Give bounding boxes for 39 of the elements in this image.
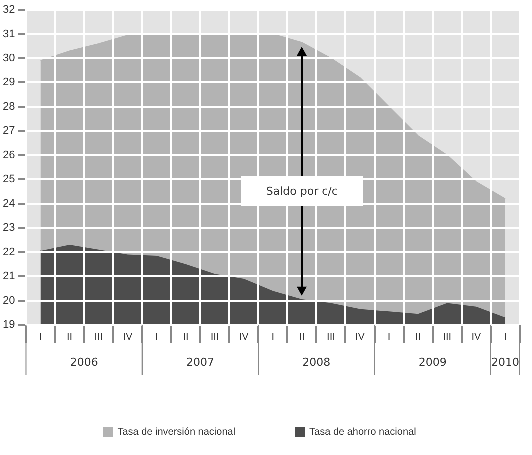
- y-tick-label: 22: [2, 246, 16, 258]
- x-tick-label: IV: [472, 332, 482, 343]
- x-tick-label: IV: [123, 332, 133, 343]
- y-tick-label: 20: [2, 294, 16, 307]
- x-tick-label: II: [416, 332, 422, 343]
- text: 2009: [418, 356, 447, 369]
- y-tick-label: 25: [2, 174, 16, 186]
- note-box: Saldo por c/c: [241, 176, 363, 206]
- x-tick-label: III: [94, 332, 104, 343]
- y-tick-label: 21: [2, 270, 16, 283]
- y-tick-label: 30: [2, 52, 16, 64]
- y-tick-label: 28: [2, 100, 16, 113]
- x-tick-label: II: [67, 332, 73, 343]
- y-tick-label: 23: [2, 222, 16, 234]
- x-tick-label: I: [504, 332, 507, 343]
- y-tick-label: 27: [2, 125, 16, 138]
- x-tick-label: I: [388, 332, 391, 343]
- y-tick-label: 29: [2, 76, 16, 89]
- text: 2007: [186, 356, 215, 369]
- text: 2006: [70, 356, 98, 369]
- y-tick-label: 26: [2, 149, 16, 162]
- legend-label: Tasa de inversión nacional: [118, 426, 236, 438]
- text: 2010: [491, 356, 520, 369]
- x-tick-label: II: [299, 332, 305, 343]
- x-tick-label: I: [39, 332, 42, 343]
- x-tick-label: III: [327, 332, 336, 343]
- x-tick-label: II: [183, 332, 189, 343]
- x-tick-label: I: [156, 332, 158, 343]
- x-tick-label: IV: [239, 332, 250, 343]
- x-tick-label: III: [210, 332, 220, 343]
- y-tick-label: 32: [2, 4, 16, 16]
- legend-label: Tasa de ahorro nacional: [310, 426, 416, 438]
- y-tick-label: 19: [2, 319, 16, 332]
- text: 2008: [302, 356, 331, 369]
- y-tick-label: 31: [2, 28, 16, 40]
- x-tick-label: III: [443, 332, 452, 343]
- x-tick-label: I: [272, 332, 275, 343]
- y-tick-label: 24: [2, 198, 16, 210]
- x-tick-label: IV: [356, 332, 366, 343]
